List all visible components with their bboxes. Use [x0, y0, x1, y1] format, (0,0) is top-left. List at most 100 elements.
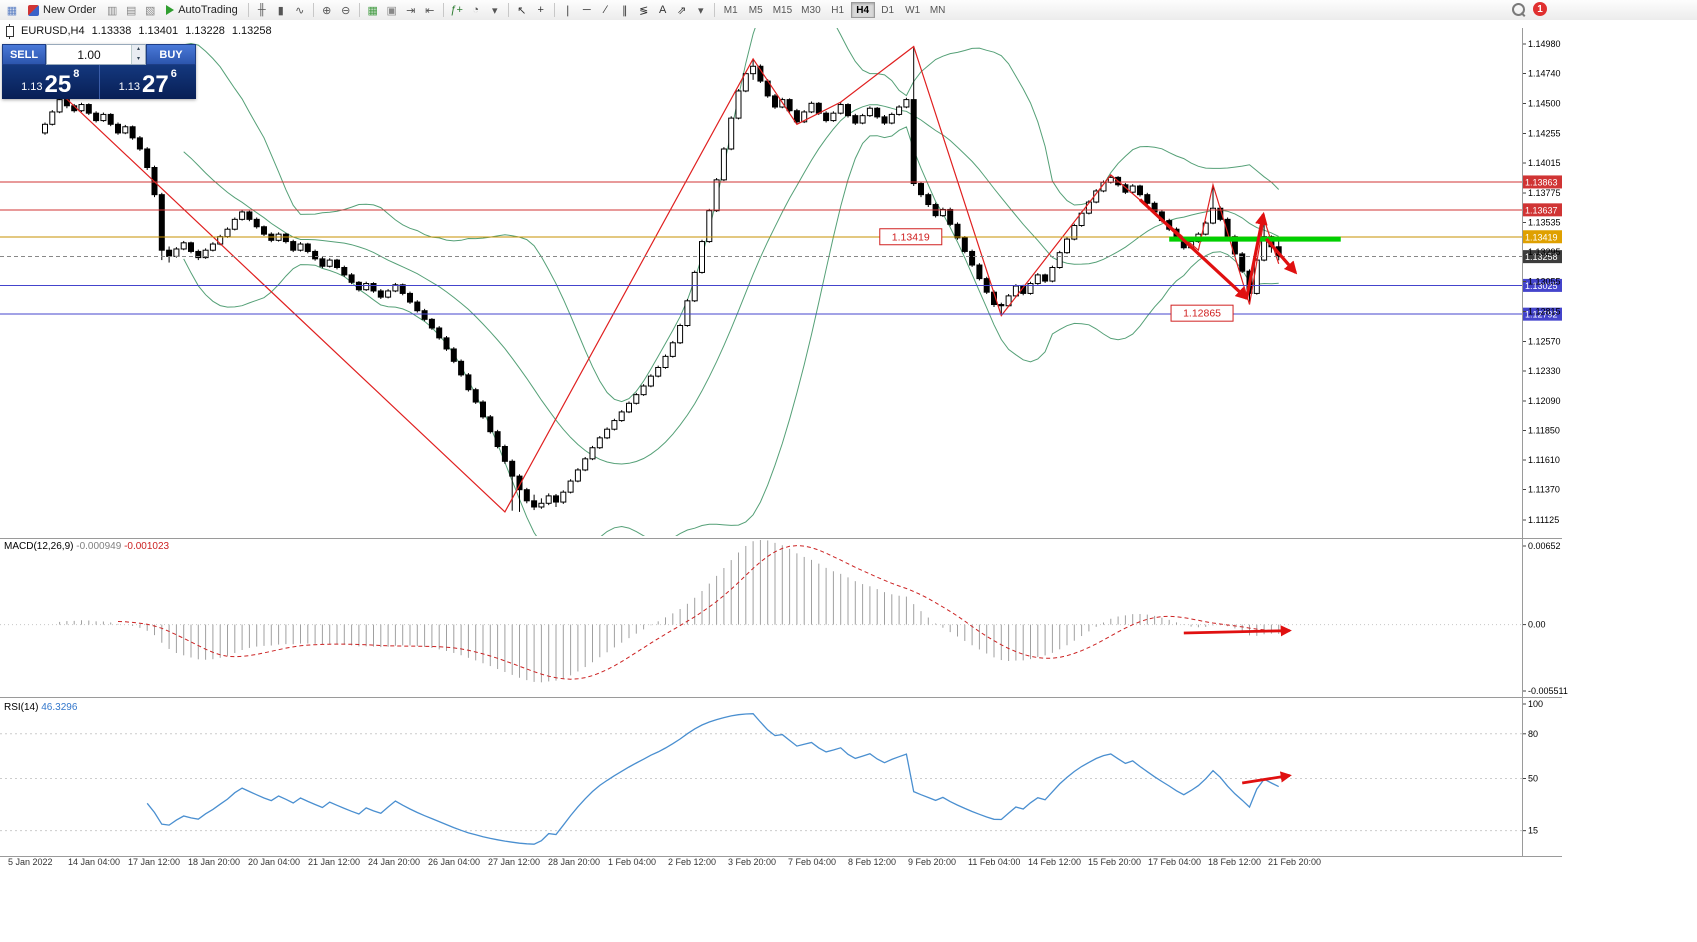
timeframe-mn-button[interactable]: MN	[926, 2, 950, 18]
svg-text:21 Feb 20:00: 21 Feb 20:00	[1268, 857, 1321, 867]
fibonacci-icon[interactable]: ≶	[639, 4, 649, 17]
timeframe-m15-button[interactable]: M15	[769, 2, 796, 18]
toolbar-left-icons: ▦	[3, 2, 21, 18]
svg-text:1.13055: 1.13055	[1528, 277, 1561, 287]
svg-text:26 Jan 04:00: 26 Jan 04:00	[428, 857, 480, 867]
sell-price[interactable]: 1.13 25 8	[2, 65, 99, 99]
timeframe-buttons: M1 M5 M15 M30 H1 H4 D1 W1 MN	[719, 2, 950, 18]
ohlc-open: 1.13338	[91, 25, 132, 37]
toolbar-separator	[553, 3, 555, 17]
volume-spinner: ▴ ▾	[131, 45, 145, 64]
svg-text:1.14740: 1.14740	[1528, 69, 1561, 79]
volume-input[interactable]	[47, 45, 131, 64]
text-label-icon[interactable]: A	[659, 4, 667, 16]
market-watch-icon[interactable]: ▥	[106, 4, 118, 17]
bar-chart-icon[interactable]: ╫	[257, 4, 266, 16]
tile-windows-icon[interactable]: ▦	[367, 4, 378, 17]
timeframe-m5-button[interactable]: M5	[744, 2, 768, 18]
cursor-icon[interactable]: ↖	[517, 4, 527, 17]
timeframe-h4-button[interactable]: H4	[850, 2, 875, 18]
notification-badge[interactable]: 1	[1533, 2, 1547, 16]
svg-text:1.13637: 1.13637	[1525, 205, 1558, 215]
new-order-button[interactable]: New Order	[22, 2, 102, 19]
autotrading-button[interactable]: AutoTrading	[160, 2, 244, 19]
timeframe-w1-button[interactable]: W1	[901, 2, 925, 18]
indicators-icon[interactable]: ƒ+	[450, 4, 463, 16]
svg-text:9 Feb 20:00: 9 Feb 20:00	[908, 857, 956, 867]
chart-grid-icon[interactable]: ▦	[6, 4, 18, 17]
svg-text:17 Feb 04:00: 17 Feb 04:00	[1148, 857, 1201, 867]
svg-text:28 Jan 20:00: 28 Jan 20:00	[548, 857, 600, 867]
svg-text:14 Feb 12:00: 14 Feb 12:00	[1028, 857, 1081, 867]
timeframe-m1-button[interactable]: M1	[719, 2, 743, 18]
price-annotation-box	[1170, 304, 1234, 322]
svg-text:1.13258: 1.13258	[1525, 252, 1558, 262]
arrows-tool-icon[interactable]: ⇗	[677, 4, 687, 17]
svg-text:20 Jan 04:00: 20 Jan 04:00	[248, 857, 300, 867]
macd-axis: 0.00652 0.00 -0.005511 MACD(12,26,9) -0.000…	[4, 541, 1568, 696]
candles-layer	[42, 46, 1282, 512]
navigator-icon[interactable]: ▧	[144, 4, 156, 17]
svg-text:17 Jan 12:00: 17 Jan 12:00	[128, 857, 180, 867]
buy-price[interactable]: 1.13 27 6	[100, 65, 197, 99]
svg-text:-0.005511: -0.005511	[1528, 686, 1568, 696]
zoom-out-icon[interactable]: ⊖	[341, 4, 351, 17]
candlestick-chart-icon[interactable]: ▮	[277, 4, 284, 17]
cascade-windows-icon[interactable]: ▣	[386, 4, 397, 17]
svg-text:18 Jan 20:00: 18 Jan 20:00	[188, 857, 240, 867]
svg-text:14 Jan 04:00: 14 Jan 04:00	[68, 857, 120, 867]
price-tag	[1523, 230, 1562, 244]
auto-scroll-icon[interactable]: ⇥	[406, 4, 416, 17]
sell-button[interactable]: SELL	[2, 44, 46, 65]
chart-window: 1.13863 1.13637 1.13419 1.13258 1.13025 1.127…	[0, 20, 1697, 942]
bollinger-bands-layer	[183, 28, 1280, 536]
channel-icon[interactable]: ∥	[621, 4, 628, 17]
zigzag-layer	[44, 45, 1280, 513]
timeframe-m30-button[interactable]: M30	[797, 2, 824, 18]
svg-text:1.13419: 1.13419	[1525, 232, 1558, 242]
buy-button[interactable]: BUY	[146, 44, 196, 65]
timeframe-h1-button[interactable]: H1	[826, 2, 850, 18]
svg-text:1.12865: 1.12865	[1183, 308, 1221, 320]
svg-text:1.14980: 1.14980	[1528, 39, 1561, 49]
toolbar-separator	[507, 3, 509, 17]
volume-up-button[interactable]: ▴	[132, 45, 145, 55]
chart-ohlc-info: EURUSD,H4 1.13338 1.13401 1.13228 1.1325…	[6, 23, 272, 39]
price-axis: 1.14980 1.14740 1.14500 1.14255 1.14015 1.137…	[1522, 39, 1561, 525]
autotrading-label: AutoTrading	[178, 4, 238, 16]
buy-price-prefix: 1.13	[118, 81, 141, 93]
svg-text:11 Feb 04:00: 11 Feb 04:00	[968, 857, 1020, 867]
templates-dropdown-icon[interactable]: ▾	[491, 4, 498, 17]
svg-text:8 Feb 12:00: 8 Feb 12:00	[848, 857, 896, 867]
svg-text:1.13025: 1.13025	[1525, 281, 1558, 291]
sell-price-sup: 8	[73, 68, 80, 80]
one-click-trading-panel: SELL ▴ ▾ BUY 1.13 25 8 1.13 27 6	[2, 44, 196, 99]
chart-canvas[interactable]: 1.138631.136371.134191.132581.130251.127…	[0, 20, 1697, 942]
search-icon[interactable]	[1512, 2, 1525, 16]
new-order-icon	[28, 4, 39, 16]
chart-shift-icon[interactable]: ⇤	[425, 4, 435, 17]
line-chart-icon[interactable]: ∿	[295, 4, 305, 17]
objects-dropdown-icon[interactable]: ▾	[697, 4, 704, 17]
svg-text:1.13295: 1.13295	[1528, 247, 1561, 257]
svg-text:3 Feb 20:00: 3 Feb 20:00	[728, 857, 776, 867]
toolbar-separator	[312, 3, 314, 17]
horizontal-line-icon[interactable]: ─	[582, 4, 591, 16]
timeframe-d1-button[interactable]: D1	[876, 2, 900, 18]
periods-icon[interactable]: ◔	[472, 4, 480, 16]
toolbar-separator	[358, 3, 360, 17]
svg-text:7 Feb 04:00: 7 Feb 04:00	[788, 857, 836, 867]
ohlc-close: 1.13258	[231, 25, 272, 37]
trendline-icon[interactable]: ∕	[604, 4, 607, 16]
svg-text:1.11370: 1.11370	[1528, 485, 1560, 495]
vertical-line-icon[interactable]: ∣	[564, 4, 571, 17]
price-tag	[1523, 203, 1562, 217]
svg-text:1.14500: 1.14500	[1528, 98, 1561, 108]
price-tag	[1523, 250, 1562, 264]
crosshair-icon[interactable]: +	[537, 4, 544, 16]
svg-text:27 Jan 12:00: 27 Jan 12:00	[488, 857, 540, 867]
data-window-icon[interactable]: ▤	[125, 4, 137, 17]
zoom-in-icon[interactable]: ⊕	[322, 4, 332, 17]
svg-text:21 Jan 12:00: 21 Jan 12:00	[308, 857, 360, 867]
volume-down-button[interactable]: ▾	[132, 54, 145, 64]
